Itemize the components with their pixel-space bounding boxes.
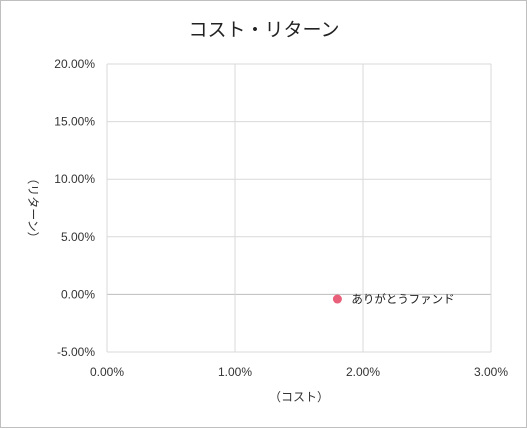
x-axis-title: （コスト） (269, 390, 329, 404)
chart-title: コスト・リターン (188, 19, 339, 41)
x-tick-label: 1.00% (218, 365, 252, 379)
y-tick-label: 10.00% (54, 172, 95, 186)
x-tick-label: 0.00% (90, 365, 124, 379)
y-axis-title: （リターン） (26, 172, 40, 243)
data-point-label: ありがとうファンド (351, 292, 454, 306)
y-tick-labels: -5.00% 0.00% 5.00% 10.00% 15.00% 20.00% (54, 57, 95, 359)
x-tick-label: 3.00% (474, 365, 508, 379)
y-tick-label: 0.00% (61, 287, 95, 301)
data-point (332, 294, 342, 304)
x-tick-labels: 0.00% 1.00% 2.00% 3.00% (90, 365, 508, 379)
x-tick-label: 2.00% (346, 365, 380, 379)
data-points: ありがとうファンド (332, 292, 455, 306)
y-tick-label: -5.00% (57, 345, 95, 359)
y-tick-label: 5.00% (61, 230, 95, 244)
y-tick-label: 15.00% (54, 115, 95, 129)
y-tick-label: 20.00% (54, 57, 95, 71)
grid-lines (106, 63, 492, 353)
